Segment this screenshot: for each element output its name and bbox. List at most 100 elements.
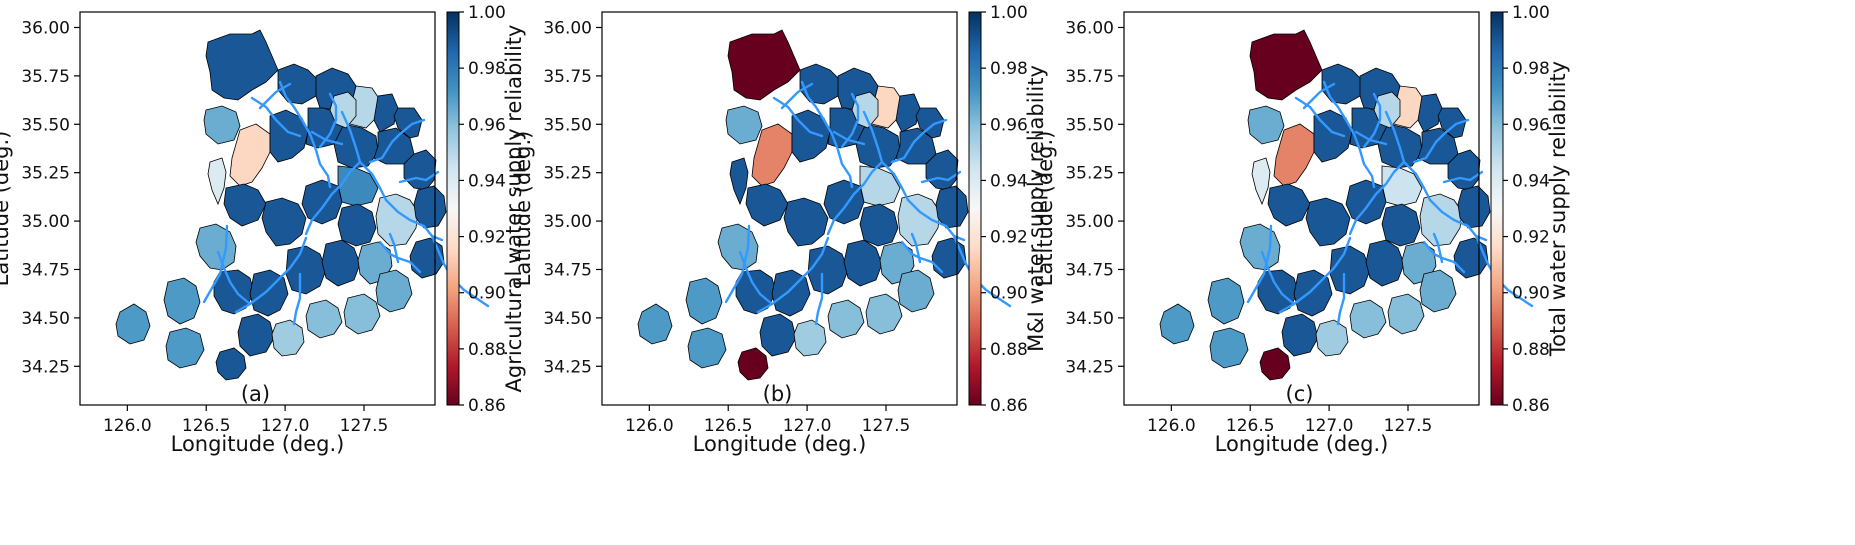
- region-R08[interactable]: [1273, 123, 1315, 187]
- x-axis-label: Longitude (deg.): [171, 432, 345, 456]
- region-R19[interactable]: [783, 197, 829, 247]
- region-R27[interactable]: [1159, 303, 1195, 345]
- region-R32[interactable]: [305, 299, 343, 339]
- map-panel-b: 126.0 126.5 127.0 127.5 36.00 35.75 35.50 35.25…: [511, 3, 1048, 456]
- region-R23[interactable]: [771, 269, 811, 317]
- region-R07[interactable]: [729, 157, 749, 206]
- region-R30[interactable]: [759, 313, 797, 357]
- colorbar-tick-label: 0.98: [468, 59, 506, 79]
- region-R06[interactable]: [1247, 105, 1285, 145]
- colorbar-tick-label: 1.00: [1512, 3, 1550, 23]
- region-R25[interactable]: [321, 239, 361, 287]
- panel-letter: (a): [241, 382, 270, 406]
- region-R35[interactable]: [931, 237, 967, 279]
- region-R20[interactable]: [823, 179, 865, 225]
- region-R36[interactable]: [1457, 185, 1491, 229]
- region-R16[interactable]: [745, 183, 789, 227]
- region-R34[interactable]: [375, 269, 413, 313]
- region-R07[interactable]: [1251, 157, 1271, 206]
- x-tick-label: 126.5: [182, 416, 231, 436]
- region-R30[interactable]: [1281, 313, 1319, 357]
- region-R34[interactable]: [897, 269, 935, 313]
- axes-frame: [601, 11, 958, 406]
- colorbar: [446, 11, 460, 406]
- region-R35[interactable]: [409, 237, 445, 279]
- region-R19[interactable]: [261, 197, 307, 247]
- region-R05[interactable]: [1417, 93, 1443, 133]
- region-R37[interactable]: [859, 203, 899, 247]
- region-R16[interactable]: [1267, 183, 1311, 227]
- region-R32[interactable]: [827, 299, 865, 339]
- region-R28[interactable]: [1207, 277, 1245, 325]
- colorbar-tick-label: 0.90: [990, 284, 1028, 304]
- region-R05[interactable]: [895, 93, 921, 133]
- map-panel-a: 126.0 126.5 127.0 127.5 36.00 35.75 35.50 35.25…: [0, 3, 526, 456]
- region-R18[interactable]: [375, 193, 419, 247]
- region-R38[interactable]: [215, 347, 247, 381]
- y-tick-label: 35.75: [543, 67, 592, 87]
- region-R18[interactable]: [897, 193, 941, 247]
- region-R27[interactable]: [637, 303, 673, 345]
- region-R35[interactable]: [1453, 237, 1489, 279]
- colorbar-tick-label: 0.88: [468, 340, 506, 360]
- region-R01[interactable]: [1249, 29, 1323, 101]
- region-R27[interactable]: [115, 303, 151, 345]
- region-R36[interactable]: [413, 185, 447, 229]
- x-tick-label: 127.0: [783, 416, 832, 436]
- region-R28[interactable]: [163, 277, 201, 325]
- region-R19[interactable]: [1305, 197, 1351, 247]
- region-R37[interactable]: [337, 203, 377, 247]
- region-R29[interactable]: [165, 327, 205, 369]
- y-axis-label: Latitude (deg.): [0, 131, 13, 287]
- region-R13[interactable]: [1437, 107, 1467, 139]
- region-R05[interactable]: [373, 93, 399, 133]
- region-R38[interactable]: [1259, 347, 1291, 381]
- region-R13[interactable]: [393, 107, 423, 139]
- colorbar-label: Agricultural water supply reliability: [502, 25, 526, 393]
- region-R29[interactable]: [1209, 327, 1249, 369]
- colorbar-tick-label: 1.00: [990, 3, 1028, 23]
- regions-layer: [637, 29, 969, 381]
- y-tick-label: 35.75: [1065, 67, 1114, 87]
- region-R29[interactable]: [687, 327, 727, 369]
- region-R33[interactable]: [1387, 293, 1425, 335]
- region-R18[interactable]: [1419, 193, 1463, 247]
- region-R32[interactable]: [1349, 299, 1387, 339]
- region-R20[interactable]: [301, 179, 343, 225]
- region-R36[interactable]: [935, 185, 969, 229]
- region-R33[interactable]: [343, 293, 381, 335]
- region-R08[interactable]: [751, 123, 793, 187]
- x-tick-label: 127.0: [261, 416, 310, 436]
- region-R16[interactable]: [223, 183, 267, 227]
- region-R33[interactable]: [865, 293, 903, 335]
- x-tick-label: 127.5: [862, 416, 911, 436]
- region-R07[interactable]: [207, 157, 227, 206]
- region-R28[interactable]: [685, 277, 723, 325]
- region-R23[interactable]: [249, 269, 289, 317]
- x-tick-label: 126.5: [704, 416, 753, 436]
- region-R25[interactable]: [843, 239, 883, 287]
- region-R37[interactable]: [1381, 203, 1421, 247]
- region-R30[interactable]: [237, 313, 275, 357]
- colorbar-tick-label: 0.86: [1512, 396, 1550, 416]
- region-R01[interactable]: [727, 29, 801, 101]
- axes-frame: [79, 11, 436, 406]
- region-R20[interactable]: [1345, 179, 1387, 225]
- colorbar-tick-label: 0.96: [468, 115, 506, 135]
- region-R34[interactable]: [1419, 269, 1457, 313]
- regions-layer: [115, 29, 447, 381]
- region-R06[interactable]: [725, 105, 763, 145]
- colorbar-tick-label: 0.96: [1512, 115, 1550, 135]
- region-R08[interactable]: [229, 123, 271, 187]
- region-R01[interactable]: [205, 29, 279, 101]
- colorbar-tick-label: 0.88: [990, 340, 1028, 360]
- region-R23[interactable]: [1293, 269, 1333, 317]
- region-R38[interactable]: [737, 347, 769, 381]
- region-R13[interactable]: [915, 107, 945, 139]
- region-R25[interactable]: [1365, 239, 1405, 287]
- y-tick-label: 35.00: [543, 212, 592, 232]
- region-R06[interactable]: [203, 105, 241, 145]
- y-tick-label: 35.50: [543, 115, 592, 135]
- colorbar: [968, 11, 982, 406]
- y-tick-label: 34.75: [543, 260, 592, 280]
